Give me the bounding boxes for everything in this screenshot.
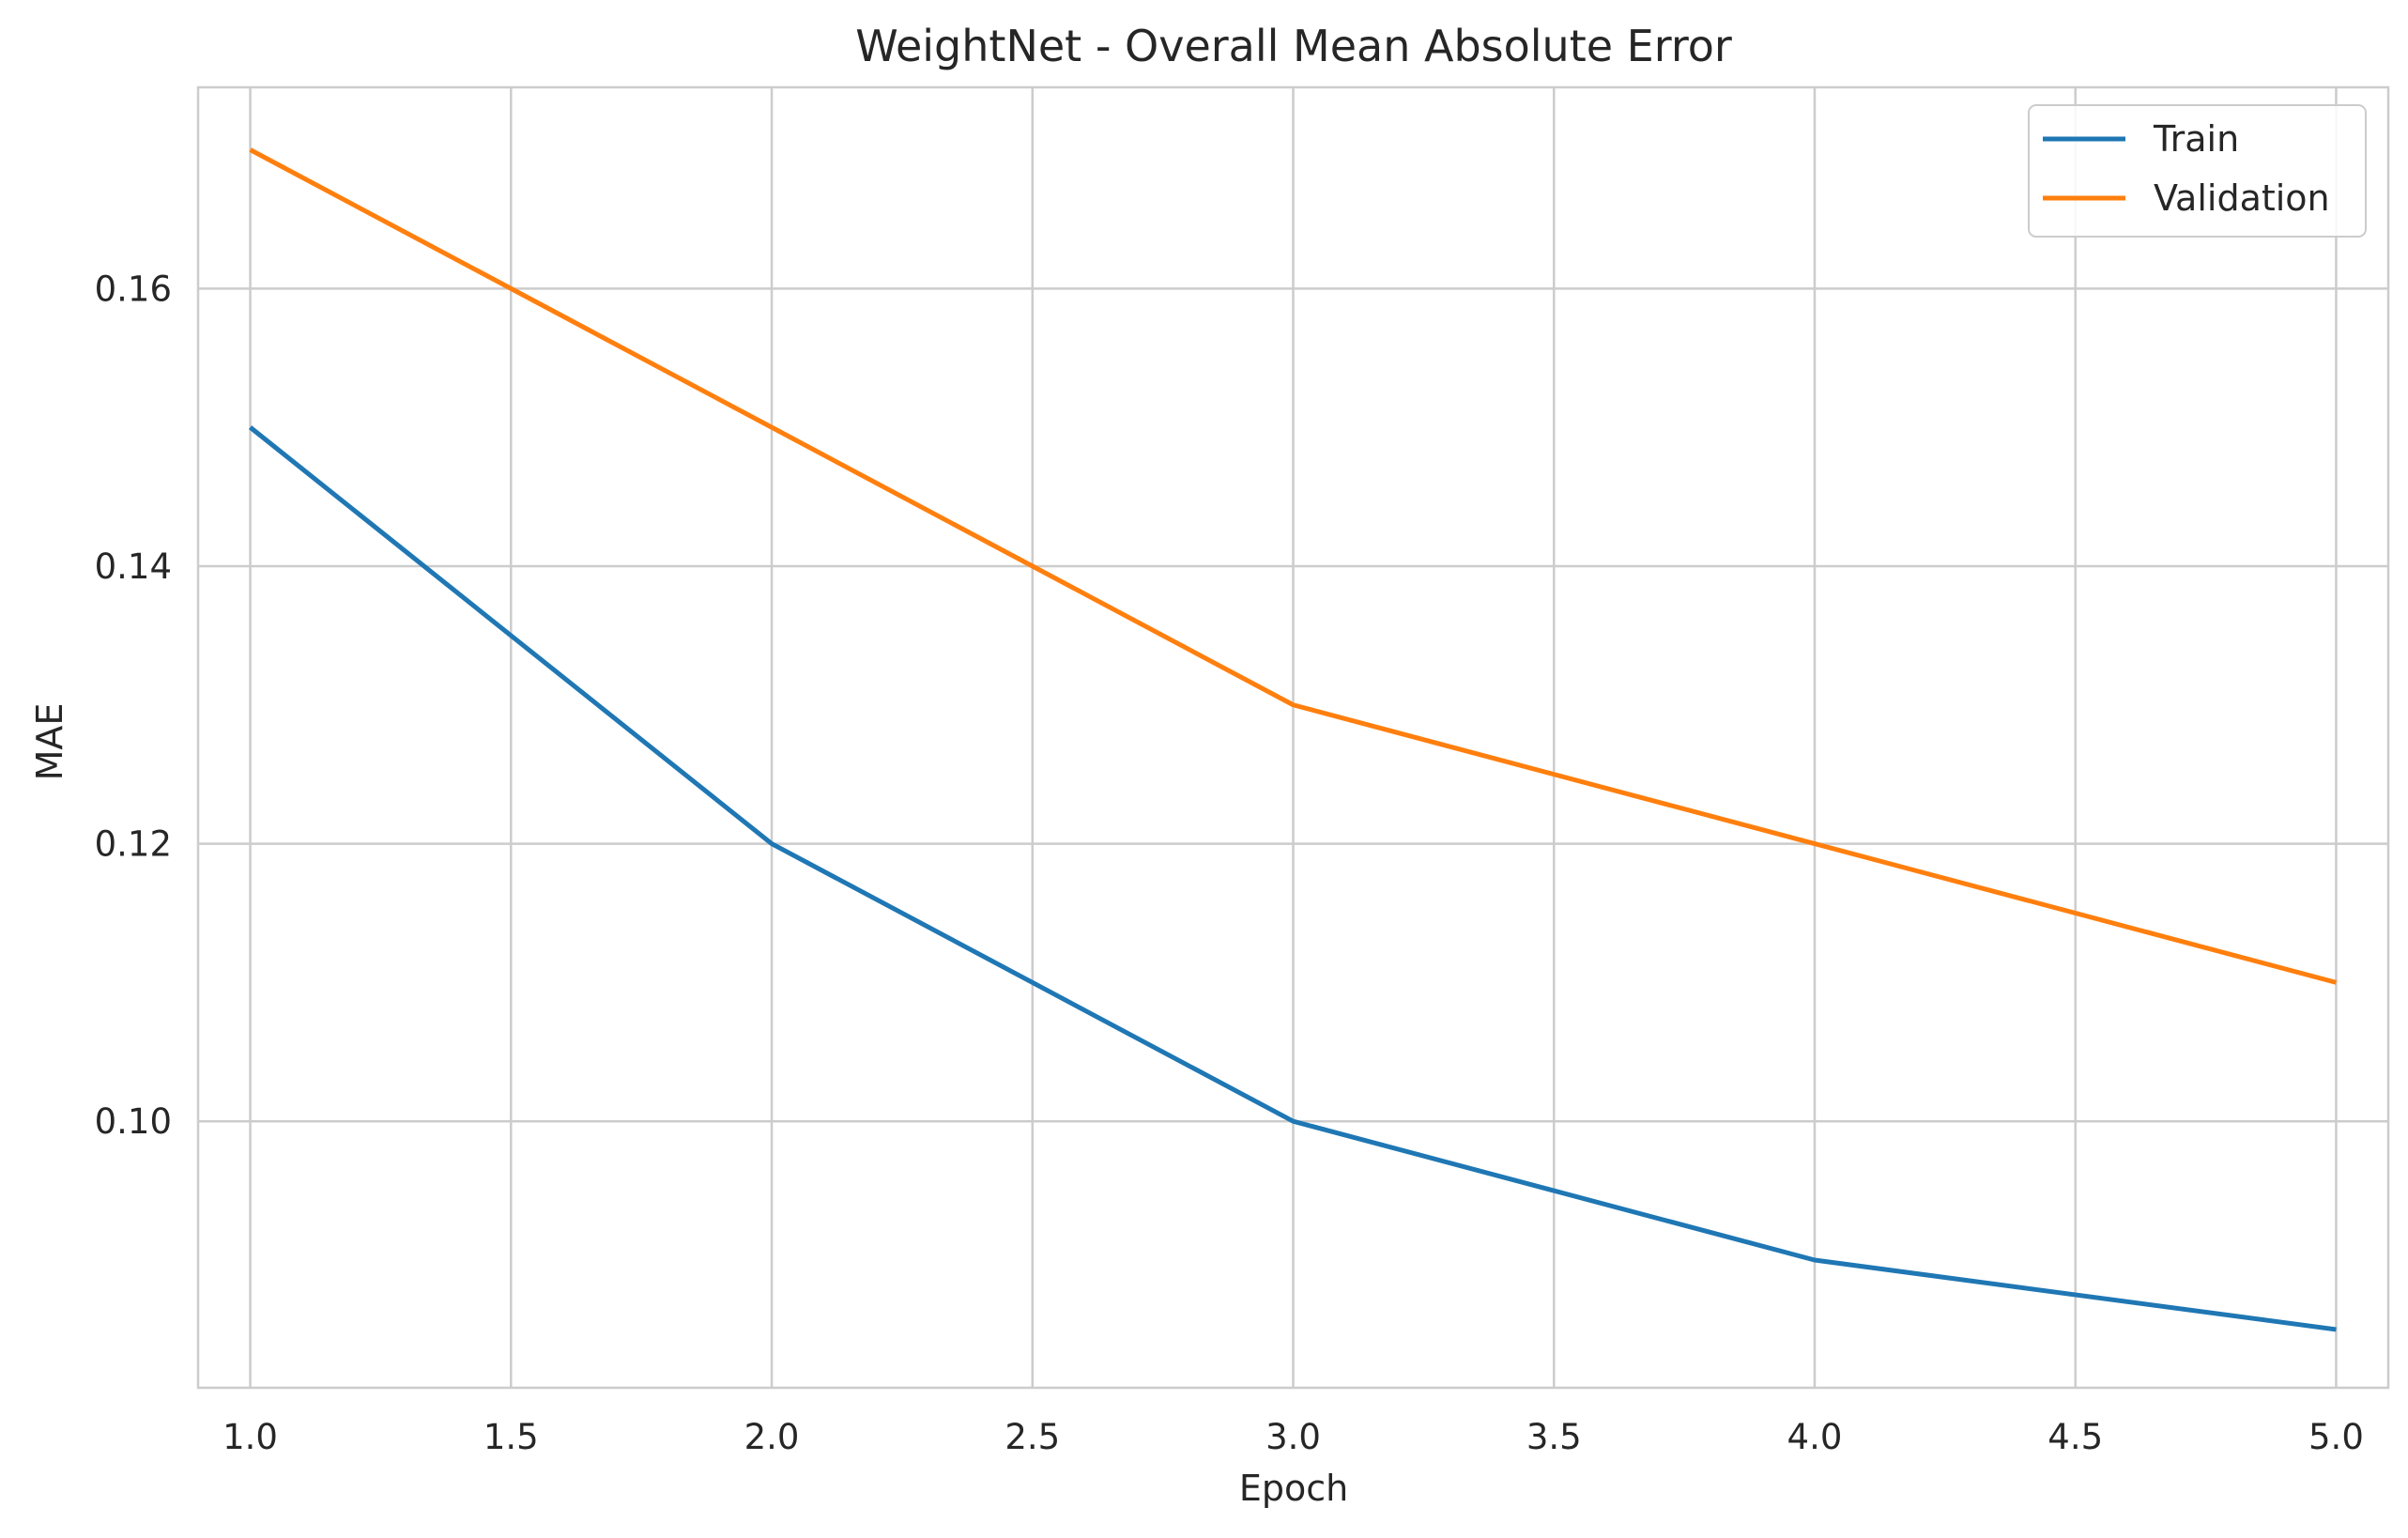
x-axis-label: Epoch [1239,1468,1348,1509]
y-tick-label: 0.16 [95,269,172,309]
legend-label-train: Train [2153,118,2239,160]
series-layer [248,147,2338,1332]
x-tick-label: 5.0 [2308,1417,2364,1457]
x-tick-label: 2.0 [744,1417,800,1457]
x-tick-label: 4.0 [1787,1417,1843,1457]
y-tick-label: 0.10 [95,1101,172,1142]
x-tick-label: 1.5 [483,1417,539,1457]
tick-labels: 1.0 1.5 2.0 2.5 3.0 3.5 4.0 4.5 5.0 0.10 0.12 0.14 0… [95,269,2364,1457]
legend: Train Validation [2028,104,2367,238]
x-tick-label: 4.5 [2048,1417,2103,1457]
x-tick-label: 2.5 [1005,1417,1060,1457]
plot-frame [196,85,2390,1390]
y-tick-label: 0.12 [95,824,172,865]
y-axis-label: MAE [29,703,70,781]
x-tick-label: 3.0 [1265,1417,1321,1457]
legend-label-validation: Validation [2154,177,2330,219]
x-tick-label: 3.5 [1526,1417,1582,1457]
series-line-train [248,425,2337,1332]
chart-title: WeightNet - Overall Mean Absolute Error [855,21,1732,71]
x-tick-label: 1.0 [222,1417,278,1457]
series-line-validation [249,147,2338,985]
y-tick-label: 0.14 [95,546,172,587]
